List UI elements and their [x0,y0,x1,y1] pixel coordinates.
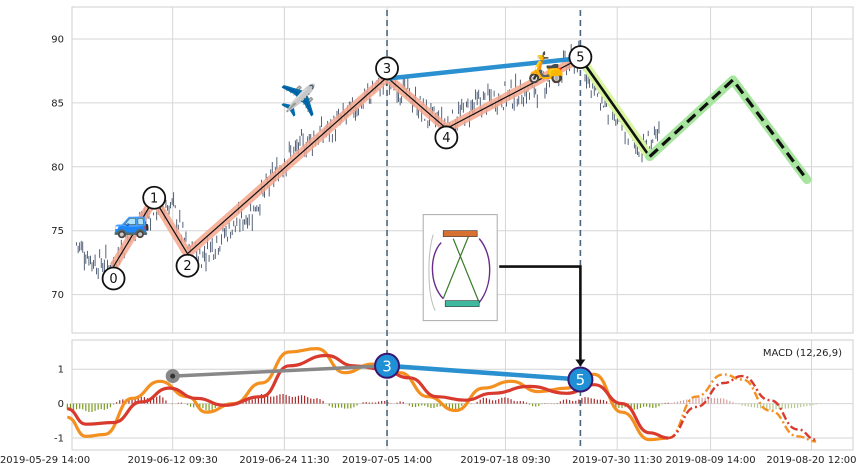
inset-car-top [442,230,478,237]
macd-marker-label: 3 [382,357,392,375]
inset-connector [499,265,582,366]
axis-ticks: 2019-05-29 14:00 2019-06-12 09:30 2019-06-… [0,34,857,466]
roller-coaster-inset [422,214,498,322]
macd-gray-link [172,364,388,378]
chart-markers: 0 1 2 3 4 5 3 5 🚙 ✈️ 🛵 [101,45,594,393]
zigzag-point-circle [175,253,200,278]
x-tick-label: 2019-08-09 14:00 [666,455,756,466]
y-tick-label: 0 [58,399,64,410]
scooter-icon: 🛵 [527,50,564,85]
macd-blue-link [386,363,581,382]
zigzag-point-circle [434,125,459,150]
zigzag-point-label: 3 [383,62,391,77]
y-tick-label: 1 [58,365,64,376]
airplane-icon: ✈️ [280,81,317,118]
macd-gray-dot-center [170,373,176,379]
x-tick-label: 2019-08-20 12:00 [766,455,856,466]
x-tick-label: 2019-05-29 14:00 [0,455,90,466]
link-3-5 [386,55,581,81]
bottom-panel-bg [71,339,854,451]
inset-support [442,234,480,303]
macd-marker-circle [374,352,401,379]
macd-projection-red [667,374,817,441]
inset-car-bottom [444,300,480,307]
zigzag-line [113,57,581,267]
zigzag-point-label: 2 [183,259,191,274]
grid [72,7,853,450]
zigzag-point-label: 4 [442,131,450,146]
x-tick-label: 2019-07-05 14:00 [342,455,432,466]
y-tick-label: 90 [51,34,64,45]
x-tick-label: 2019-07-18 09:30 [460,455,550,466]
projection-solid-line [579,57,651,158]
macd-marker-circle [567,366,594,393]
car-icon: 🚙 [113,205,150,240]
zigzag-point-circle [101,266,126,291]
x-tick-label: 2019-06-24 11:30 [239,455,329,466]
macd-marker-label: 5 [576,371,586,389]
zigzag-point-circle [375,56,399,81]
x-tick-label: 2019-06-12 09:30 [128,455,218,466]
zigzag-point-label: 0 [109,272,117,287]
y-tick-label: 85 [51,98,64,109]
zigzag-point-label: 1 [150,191,158,206]
macd-projection-orange [667,373,817,443]
zigzag-point-label: 5 [576,51,584,66]
y-tick-label: 70 [51,290,64,301]
zigzag-point-circle [568,45,593,70]
y-tick-label: 80 [51,162,64,173]
inset-track [431,238,491,304]
inset-connector-arrowhead [575,359,586,367]
y-tick-label: -1 [54,433,64,444]
macd-legend: MACD (12,26,9) [763,348,842,359]
x-tick-label: 2019-07-30 11:30 [572,455,662,466]
y-tick-label: 75 [51,226,64,237]
inset-rail [428,234,436,311]
zigzag-point-circle [142,185,167,210]
projection-dashed-line [648,77,809,181]
